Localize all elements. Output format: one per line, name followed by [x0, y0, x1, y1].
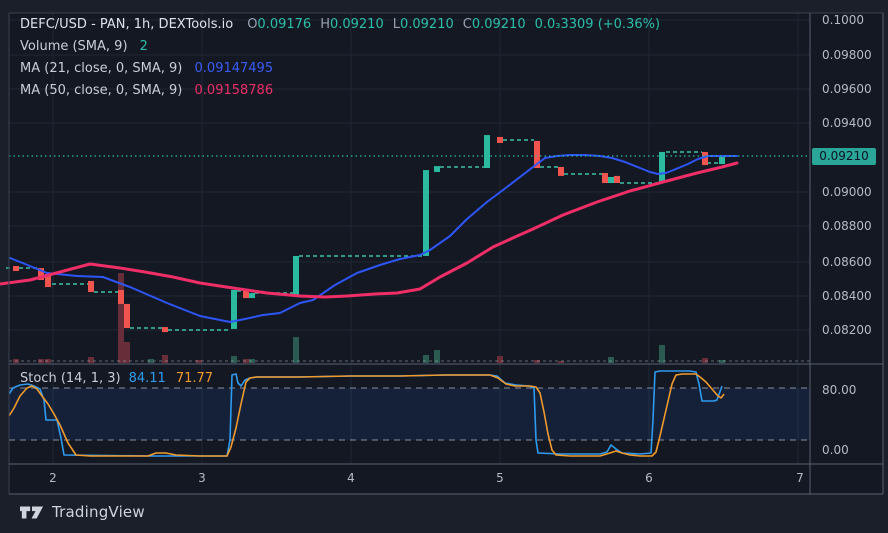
volume-indicator-label[interactable]: Volume (SMA, 9) [20, 39, 128, 54]
stoch-k-value: 84.11 [128, 371, 166, 386]
ma50-value: 0.09158786 [194, 83, 274, 98]
ohlc-open: O0.09176 [247, 17, 312, 32]
candle-down [702, 151, 708, 166]
candle-up [719, 155, 725, 165]
candle-up [231, 289, 237, 329]
last-price-badge: 0.09210 [812, 148, 876, 165]
ohlc-low: L0.09210 [392, 17, 454, 32]
price-axis-label: 0.09800 [822, 48, 872, 62]
tradingview-logo-icon [20, 506, 44, 519]
time-axis-label: 6 [645, 471, 653, 485]
symbol-row: DEFC/USD - PAN, 1h, DEXTools.io O0.09176 H… [20, 14, 660, 36]
candle-up [249, 293, 255, 299]
candle-down [614, 175, 620, 184]
stoch-row: Stoch (14, 1, 3) 84.11 71.77 [20, 371, 213, 386]
time-axis-label: 4 [347, 471, 355, 485]
candle-down [497, 136, 503, 143]
price-axis-label: 0.09000 [822, 185, 872, 199]
price-axis-label: 0.08800 [822, 219, 872, 233]
tradingview-logo-text[interactable]: TradingView [52, 503, 145, 521]
volume-row: Volume (SMA, 9) 2 [20, 36, 660, 58]
candle-down [162, 327, 168, 333]
volume-value: 2 [139, 39, 148, 54]
time-axis-label: 2 [49, 471, 57, 485]
time-axis-label: 5 [496, 471, 504, 485]
candle-down [38, 268, 44, 280]
candle-up [608, 176, 614, 184]
candle-down [118, 289, 124, 304]
ohlc-close: C0.09210 [462, 17, 526, 32]
price-axis-label: 0.1000 [822, 13, 864, 27]
ma21-row: MA (21, close, 0, SMA, 9) 0.09147495 [20, 58, 660, 80]
price-axis-label: 0.09400 [822, 116, 872, 130]
stoch-d-value: 71.77 [175, 371, 214, 386]
candle-up [293, 255, 299, 296]
candle-down [88, 280, 94, 293]
time-axis-label: 7 [796, 471, 804, 485]
stoch-k-line [8, 370, 723, 457]
candle-down [13, 265, 19, 271]
stoch-indicator-label[interactable]: Stoch (14, 1, 3) [20, 371, 121, 386]
candle-down [124, 303, 130, 329]
price-axis-label: 80.00 [822, 383, 857, 397]
price-axis-label: 0.00 [822, 443, 849, 457]
candle-up [434, 166, 440, 172]
ma21-indicator-label[interactable]: MA (21, close, 0, SMA, 9) [20, 61, 183, 76]
ma21-line [9, 154, 738, 323]
candle-down [558, 166, 564, 176]
chart-legend: DEFC/USD - PAN, 1h, DEXTools.io O0.09176 H… [20, 14, 660, 102]
candle-down [45, 273, 51, 288]
ma50-indicator-label[interactable]: MA (50, close, 0, SMA, 9) [20, 83, 183, 98]
candle-up [484, 135, 490, 169]
stoch-d-line [8, 373, 725, 457]
footer: TradingView [20, 503, 145, 521]
ohlc-high: H0.09210 [320, 17, 384, 32]
ma50-row: MA (50, close, 0, SMA, 9) 0.09158786 [20, 80, 660, 102]
candle-down [243, 290, 249, 299]
candle-down [602, 173, 608, 184]
price-axis-label: 0.08400 [822, 289, 872, 303]
candle-up [659, 151, 665, 184]
price-axis-label: 0.08600 [822, 255, 872, 269]
chart-background [9, 13, 883, 494]
price-axis-label: 0.09600 [822, 82, 872, 96]
time-axis-label: 3 [198, 471, 206, 485]
candle-up [423, 170, 429, 256]
candle-down [534, 140, 540, 169]
price-change: 0.0₃3309 (+0.36%) [534, 17, 661, 32]
ma21-value: 0.09147495 [194, 61, 274, 76]
ma50-line [0, 161, 739, 299]
price-axis-label: 0.08200 [822, 323, 872, 337]
symbol-title[interactable]: DEFC/USD - PAN, 1h, DEXTools.io [20, 17, 234, 32]
